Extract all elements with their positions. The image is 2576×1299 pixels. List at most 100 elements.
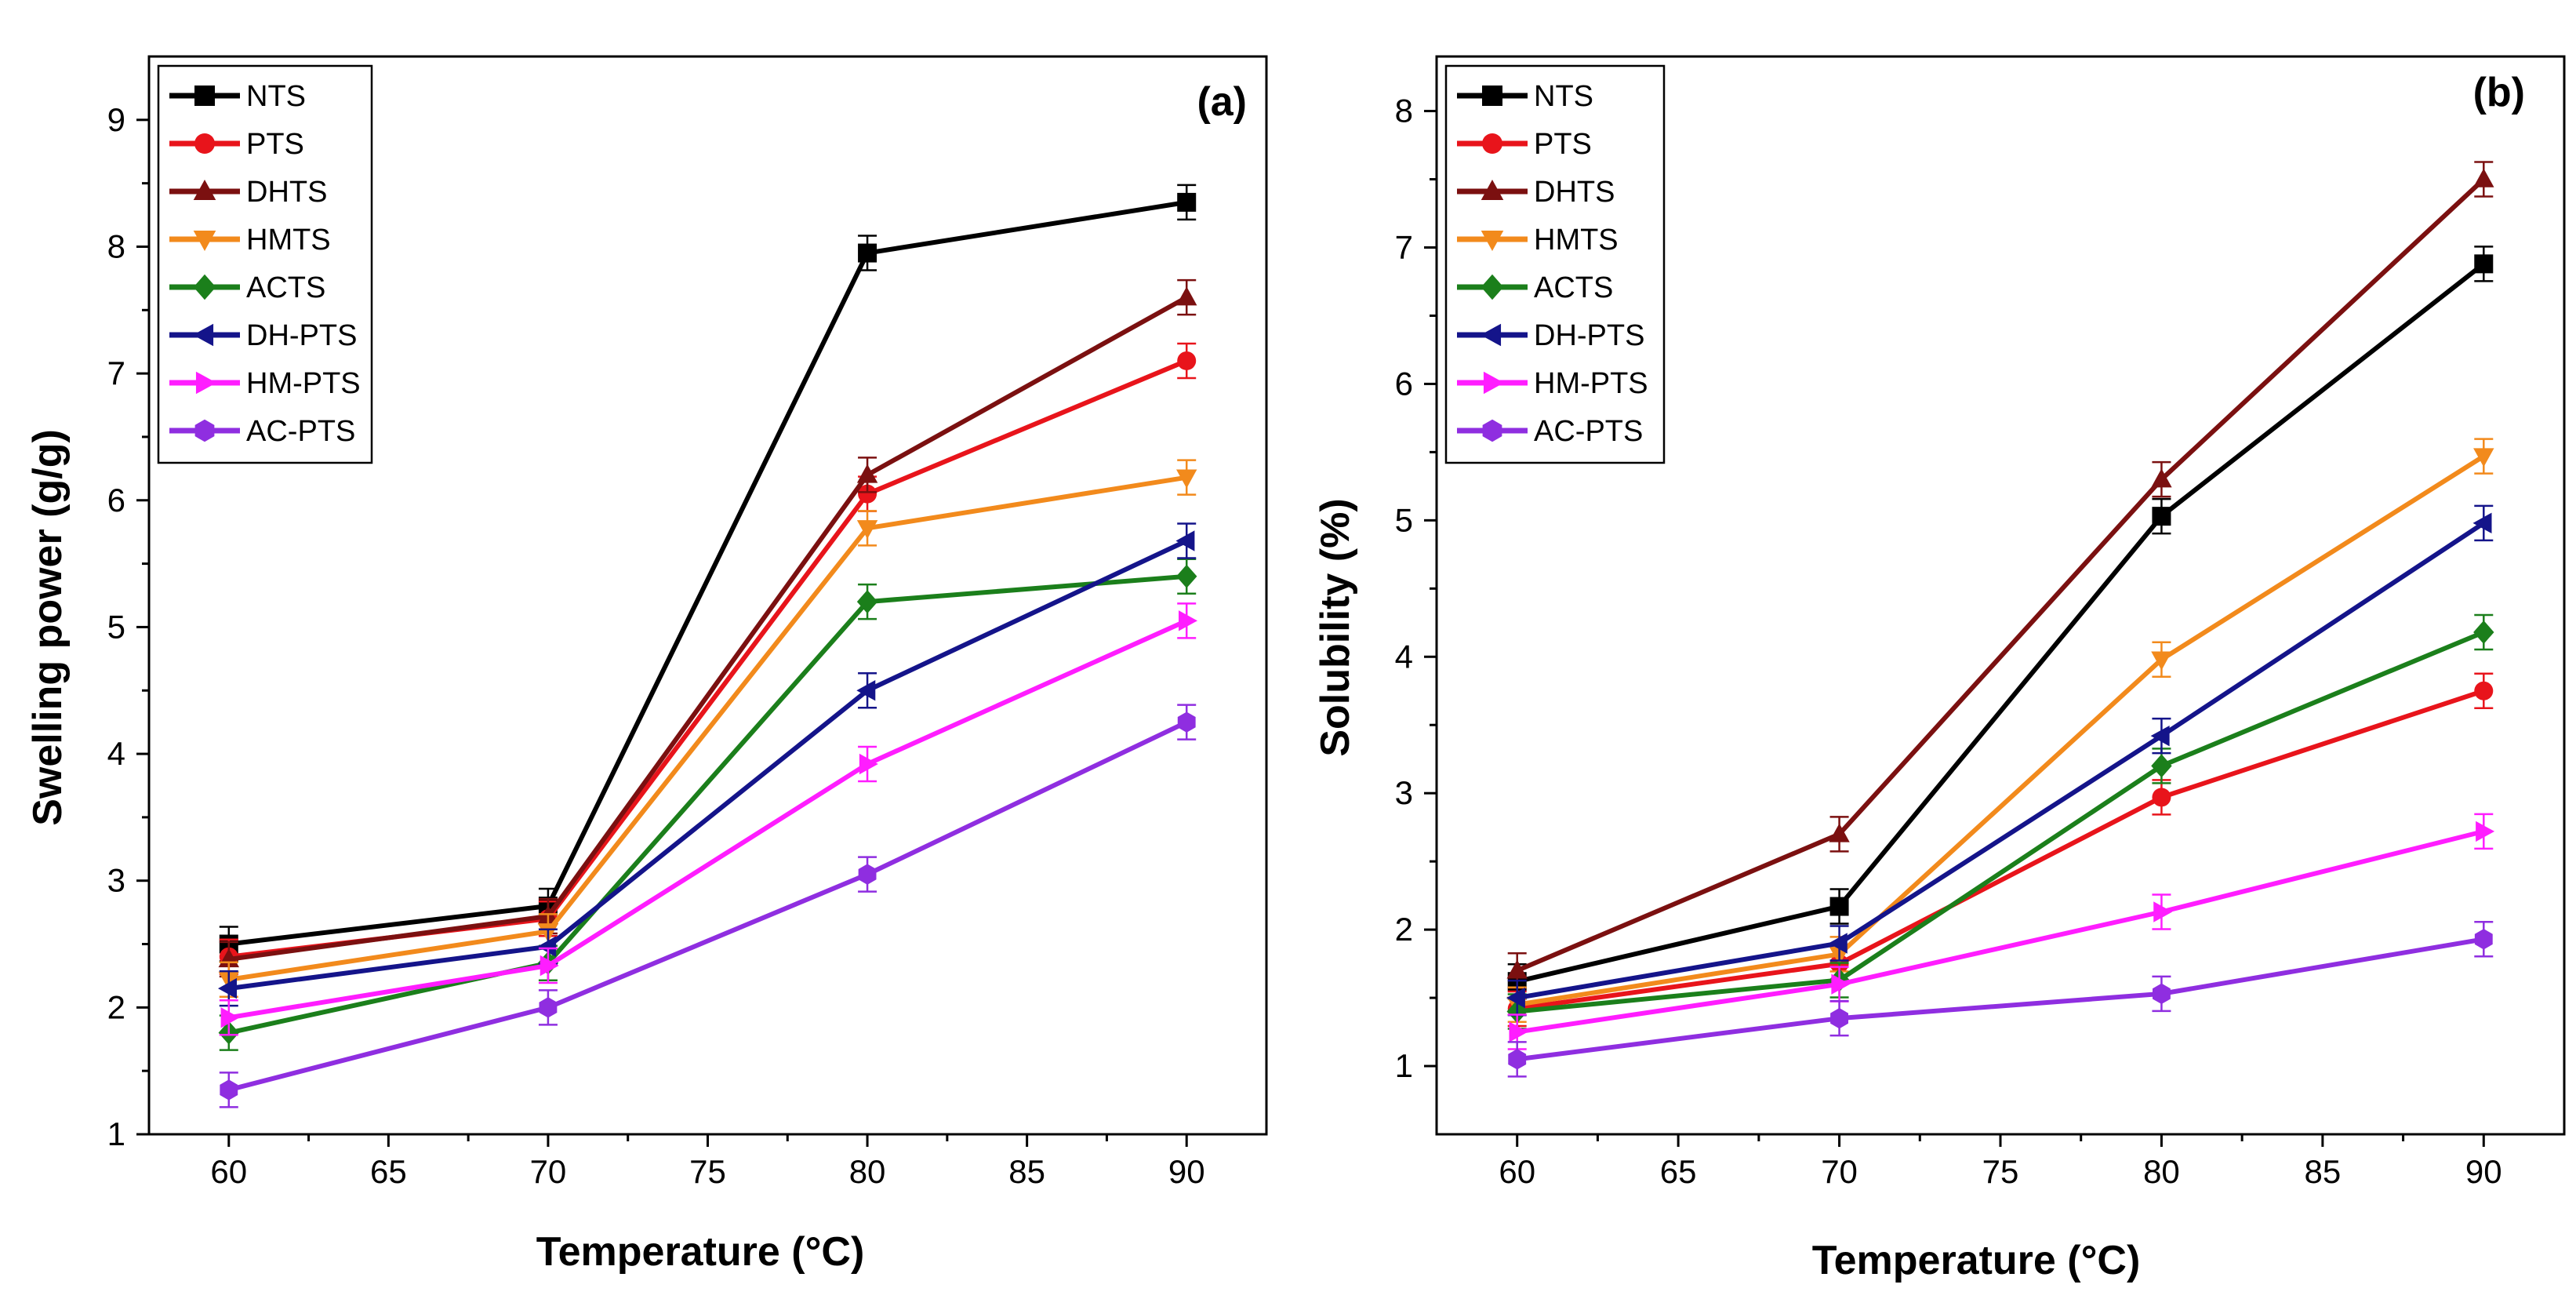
data-point bbox=[856, 680, 876, 701]
legend-label: HM-PTS bbox=[246, 367, 361, 400]
panel-b-axes: 60 65 70 75 80 85 90 1 2 3 4 5 6 7 8 bbox=[1395, 55, 2566, 1190]
legend-item-dh-pts: DH-PTS bbox=[169, 319, 357, 352]
legend-label: DHTS bbox=[246, 176, 327, 209]
legend-label: ACTS bbox=[1534, 271, 1613, 304]
panel-a-axes: 60 65 70 75 80 85 90 1 2 3 4 5 6 7 8 9 bbox=[107, 55, 1268, 1190]
legend-box bbox=[157, 64, 373, 464]
legend-marker bbox=[193, 274, 216, 300]
data-point bbox=[217, 977, 237, 999]
panel-b-series bbox=[1506, 161, 2495, 1078]
legend-item-acts: ACTS bbox=[1457, 271, 1613, 304]
data-point bbox=[1176, 286, 1197, 306]
legend-marker bbox=[1482, 419, 1502, 442]
series-line bbox=[1517, 937, 2484, 1062]
legend-label: HMTS bbox=[1534, 224, 1619, 257]
y-tick-label: 1 bbox=[1395, 1047, 1413, 1084]
legend-label: ACTS bbox=[246, 271, 325, 304]
data-point bbox=[2153, 901, 2173, 922]
legend-label: NTS bbox=[246, 80, 306, 113]
legend-item-nts: NTS bbox=[1457, 80, 1593, 113]
panel-a-y-axis-title: Swelling power (g/g) bbox=[25, 429, 71, 826]
data-point bbox=[1830, 1007, 1849, 1029]
x-tick-label: 80 bbox=[2143, 1153, 2180, 1190]
y-tick-label: 2 bbox=[107, 988, 125, 1025]
legend-item-hm-pts: HM-PTS bbox=[1457, 367, 1648, 400]
x-tick-label: 80 bbox=[849, 1153, 886, 1190]
data-point bbox=[858, 484, 877, 504]
data-point bbox=[859, 753, 878, 775]
x-tick-label: 90 bbox=[1168, 1153, 1205, 1190]
legend-item-ac-pts: AC-PTS bbox=[169, 415, 355, 448]
data-point bbox=[1176, 564, 1197, 588]
data-point bbox=[2476, 821, 2495, 842]
legend-marker bbox=[193, 230, 216, 251]
legend-item-dhts: DHTS bbox=[1457, 176, 1615, 209]
y-tick-label: 3 bbox=[107, 862, 125, 899]
data-point bbox=[220, 1079, 238, 1101]
data-point bbox=[2152, 507, 2171, 526]
data-point bbox=[1828, 933, 1848, 954]
panel-a-label: (a) bbox=[1197, 79, 1247, 125]
data-point bbox=[2474, 929, 2493, 950]
legend-label: NTS bbox=[1534, 80, 1593, 113]
data-point bbox=[537, 936, 557, 957]
legend-marker bbox=[1482, 133, 1502, 154]
chart-panel-a: 60 65 70 75 80 85 90 1 2 3 4 5 6 7 8 9 NTS PTS DHTS HMTS AC… bbox=[25, 55, 1268, 1275]
data-point bbox=[858, 864, 877, 885]
legend-marker bbox=[1482, 86, 1502, 106]
data-point bbox=[1177, 351, 1197, 370]
series-ac-pts bbox=[219, 704, 1197, 1108]
data-point bbox=[1177, 192, 1197, 212]
series-line bbox=[228, 199, 1187, 947]
x-tick-label: 65 bbox=[1660, 1153, 1697, 1190]
data-point bbox=[2151, 468, 2172, 488]
panel-b-x-axis-title: Temperature (°C) bbox=[1812, 1238, 2141, 1283]
series-line bbox=[228, 719, 1188, 1093]
data-point bbox=[856, 520, 878, 540]
data-point bbox=[1176, 469, 1197, 489]
series-line bbox=[228, 475, 1187, 982]
data-point bbox=[1831, 973, 1851, 995]
y-tick-label: 1 bbox=[107, 1115, 125, 1152]
legend-label: AC-PTS bbox=[1534, 415, 1643, 448]
data-point bbox=[1175, 530, 1195, 551]
series-nts bbox=[219, 184, 1197, 962]
legend-marker bbox=[1481, 230, 1504, 251]
legend-marker bbox=[194, 86, 215, 106]
data-point bbox=[539, 997, 558, 1018]
data-point bbox=[220, 1007, 240, 1028]
data-point bbox=[1179, 610, 1198, 631]
panel-a-series bbox=[217, 184, 1198, 1108]
x-tick-label: 90 bbox=[2465, 1153, 2502, 1190]
data-point bbox=[2151, 651, 2172, 671]
legend-marker bbox=[195, 371, 216, 395]
y-tick-label: 4 bbox=[1395, 638, 1413, 675]
legend-label: HM-PTS bbox=[1534, 367, 1648, 400]
panel-a-x-axis-title: Temperature (°C) bbox=[536, 1229, 865, 1275]
legend-label: PTS bbox=[1534, 128, 1592, 161]
data-point bbox=[2472, 512, 2492, 534]
y-tick-label: 9 bbox=[107, 101, 125, 138]
data-point bbox=[540, 955, 559, 977]
legend-marker bbox=[194, 419, 215, 442]
y-tick-label: 7 bbox=[107, 355, 125, 391]
series-line bbox=[1516, 177, 2486, 973]
y-tick-label: 6 bbox=[107, 482, 125, 519]
data-point bbox=[1829, 897, 1849, 916]
series-line bbox=[228, 573, 1187, 1035]
legend-item-pts: PTS bbox=[1457, 128, 1592, 161]
legend-box bbox=[1444, 64, 1666, 464]
y-tick-label: 8 bbox=[1395, 93, 1413, 129]
x-tick-label: 75 bbox=[1982, 1153, 2019, 1190]
series-hmts bbox=[218, 459, 1197, 999]
series-line bbox=[1517, 630, 2485, 1014]
legend-marker bbox=[1481, 180, 1504, 201]
data-point bbox=[1509, 1021, 1528, 1042]
series-hm-pts bbox=[219, 602, 1198, 1036]
y-tick-label: 5 bbox=[107, 608, 125, 645]
legend-label: DHTS bbox=[1534, 176, 1615, 209]
y-tick-label: 2 bbox=[1395, 911, 1413, 948]
data-point bbox=[2473, 168, 2494, 187]
legend-item-hmts: HMTS bbox=[169, 224, 331, 257]
x-tick-label: 70 bbox=[1821, 1153, 1858, 1190]
